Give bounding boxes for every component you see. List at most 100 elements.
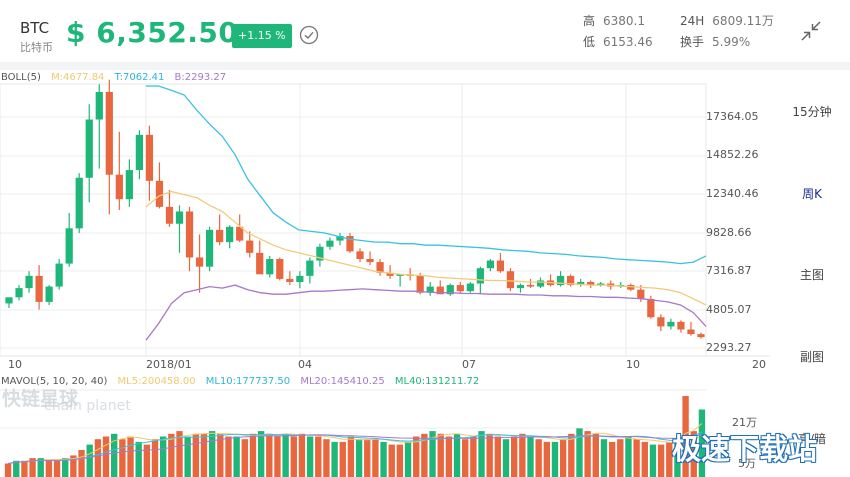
candle-body bbox=[55, 263, 63, 287]
check-circle-icon[interactable] bbox=[299, 25, 319, 45]
candle-body bbox=[336, 236, 344, 241]
volume-bar bbox=[584, 431, 591, 477]
candle-body bbox=[577, 281, 585, 286]
volume-stat: 24H 6809.11万 bbox=[680, 12, 774, 29]
volume-bar bbox=[535, 439, 542, 477]
candle-body bbox=[396, 274, 404, 276]
change-badge: +1.15 % bbox=[232, 24, 292, 48]
volume-tick: 21万 bbox=[732, 416, 757, 429]
x-tick: 04 bbox=[298, 358, 312, 371]
volume-bar bbox=[445, 436, 453, 477]
candle-body bbox=[366, 258, 374, 263]
header-separator bbox=[0, 62, 850, 70]
volume-bar bbox=[208, 431, 216, 477]
volume-bar bbox=[37, 458, 44, 477]
volume-bar bbox=[102, 436, 110, 477]
volume-bar bbox=[233, 436, 240, 477]
volume-bar bbox=[282, 433, 289, 477]
volume-label: 24H bbox=[680, 14, 705, 28]
candle-body bbox=[436, 286, 444, 295]
volume-bar bbox=[527, 436, 534, 477]
candle-body bbox=[165, 206, 174, 224]
side-item-main-chart[interactable]: 主图 bbox=[799, 268, 824, 282]
volume-bar bbox=[323, 439, 330, 477]
volume-bar bbox=[4, 463, 12, 477]
volume-bar bbox=[617, 439, 624, 477]
boll-mid-line bbox=[145, 190, 707, 306]
candle-body bbox=[236, 226, 244, 241]
volume-bar bbox=[151, 439, 159, 477]
candle-body bbox=[657, 317, 665, 327]
boll-mid: M:4677.84 bbox=[51, 72, 105, 83]
volume-bar bbox=[396, 444, 404, 477]
x-tick: 10 bbox=[626, 358, 640, 371]
volume-bar bbox=[29, 458, 36, 477]
volume-bar bbox=[86, 444, 93, 477]
side-item-sub-chart[interactable]: 副图 bbox=[799, 350, 824, 364]
candle-body bbox=[25, 275, 33, 289]
turnover-stat: 换手 5.99% bbox=[680, 33, 750, 50]
volume-bar bbox=[78, 450, 85, 477]
volume-bar bbox=[543, 441, 551, 477]
mavol-ml10-line bbox=[8, 431, 703, 464]
volume-bar bbox=[470, 436, 477, 477]
turnover-label: 换手 bbox=[680, 35, 705, 49]
y-tick: 4805.07 bbox=[706, 303, 752, 316]
volume-bar bbox=[698, 409, 706, 477]
chainplanet-watermark-en: chain planet bbox=[44, 398, 131, 414]
y-tick: 7316.87 bbox=[706, 264, 752, 277]
mavol-ml5: ML5:200458.00 bbox=[117, 376, 196, 387]
candle-body bbox=[446, 285, 454, 295]
side-item-15min[interactable]: 15分钟 bbox=[792, 105, 832, 119]
volume-bar bbox=[306, 436, 314, 477]
candle-body bbox=[386, 272, 394, 276]
candle-body bbox=[175, 211, 184, 224]
volume-bar bbox=[119, 439, 126, 477]
collapse-icon[interactable] bbox=[799, 19, 823, 43]
volume-bar bbox=[127, 436, 134, 477]
candle-body bbox=[105, 91, 113, 175]
candle-body bbox=[205, 229, 214, 267]
candle-body bbox=[155, 180, 164, 207]
y-tick: 17364.05 bbox=[706, 110, 759, 123]
volume-bar bbox=[478, 431, 485, 477]
volume-bar bbox=[372, 439, 379, 477]
boll-legend: BOLL(5) M:4677.84 T:7062.41 B:2293.27 bbox=[1, 72, 233, 83]
x-tick: 2018/01 bbox=[146, 358, 192, 371]
candle-body bbox=[125, 170, 133, 200]
site-watermark: 极速下载站 bbox=[672, 432, 818, 466]
side-item-light-dark[interactable]: 亮/暗 bbox=[797, 432, 827, 446]
volume-bar bbox=[315, 436, 322, 477]
volume-bar bbox=[462, 439, 469, 477]
volume-bar bbox=[249, 433, 257, 477]
boll-name: BOLL(5) bbox=[1, 72, 41, 83]
volume-bar bbox=[184, 436, 191, 477]
x-tick: 20 bbox=[752, 358, 766, 371]
volume-bar bbox=[625, 436, 632, 477]
candle-body bbox=[65, 228, 73, 264]
candle-body bbox=[687, 329, 695, 335]
volume-bar bbox=[355, 439, 363, 477]
candle-body bbox=[45, 286, 53, 302]
header: BTC 比特币 $ 6,352.50 +1.15 % 高 6380.1 低 6153… bbox=[0, 0, 850, 62]
candle-body bbox=[95, 91, 103, 120]
side-item-weekly[interactable]: 周K bbox=[802, 187, 822, 201]
mavol-ml20: ML20:145410.25 bbox=[300, 376, 385, 387]
candle-body bbox=[526, 285, 535, 287]
volume-bar bbox=[657, 444, 665, 477]
volume-bar bbox=[421, 433, 428, 477]
volume-bar bbox=[225, 436, 232, 477]
volume-bar bbox=[200, 433, 208, 477]
current-price: $ 6,352.50 bbox=[66, 16, 239, 49]
candle-body bbox=[667, 321, 675, 327]
volume-bar bbox=[266, 433, 273, 477]
volume-bar bbox=[453, 433, 461, 477]
candle-body bbox=[276, 258, 284, 279]
mavol-ml40: ML40:131211.72 bbox=[394, 376, 480, 387]
volume-bar bbox=[437, 433, 444, 477]
mavol-ml20-line bbox=[8, 434, 702, 464]
candle-body bbox=[216, 229, 224, 243]
candle-body bbox=[647, 298, 655, 318]
volume-bar bbox=[600, 439, 608, 477]
